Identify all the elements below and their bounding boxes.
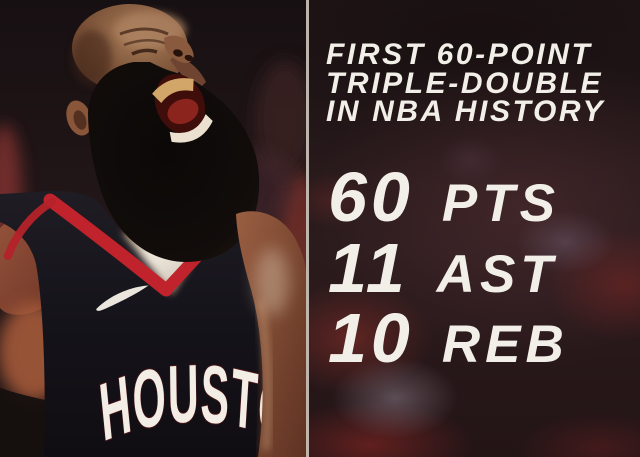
brow-crease <box>119 27 169 36</box>
right-arm <box>236 211 306 457</box>
tongue <box>167 98 199 125</box>
arena-shadow <box>255 60 306 180</box>
closed-eye <box>131 48 158 56</box>
nike-swoosh-icon <box>96 285 149 311</box>
stat-value-rebounds: 10 <box>328 299 414 377</box>
headline-line-2: TRIPLE-DOUBLE <box>326 66 604 100</box>
beard <box>88 62 260 262</box>
scalp-shadow <box>72 30 112 86</box>
jersey-trim-armhole-left <box>4 198 56 260</box>
headline-line-1: FIRST 60-POINT <box>326 38 593 71</box>
jersey-trim-left <box>43 193 173 297</box>
stats-list: 60 PTS 11 AST 10 REB <box>328 157 569 377</box>
stat-row-assists: 11 AST <box>328 228 569 307</box>
stat-value-points: 60 <box>328 158 414 236</box>
brow-crease <box>123 39 168 47</box>
nostril <box>173 49 183 57</box>
open-mouth <box>152 73 213 143</box>
stat-label-assists: AST <box>436 244 558 304</box>
headline-line-3: IN NBA HISTORY <box>326 95 606 129</box>
stat-value-assists: 11 <box>328 228 409 307</box>
divider-line <box>306 0 309 457</box>
headline: FIRST 60-POINT TRIPLE-DOUBLE IN NBA HIST… <box>326 38 626 129</box>
nostril <box>184 54 194 62</box>
stat-row-rebounds: 10 REB <box>328 298 569 377</box>
ear-inner <box>73 110 87 130</box>
player-photo: HOUSTON <box>0 0 306 457</box>
stat-row-points: 60 PTS <box>328 157 569 236</box>
stat-label-rebounds: REB <box>441 315 569 374</box>
lower-teeth <box>169 114 213 143</box>
upper-teeth <box>152 78 194 103</box>
stat-label-points: PTS <box>441 174 560 233</box>
